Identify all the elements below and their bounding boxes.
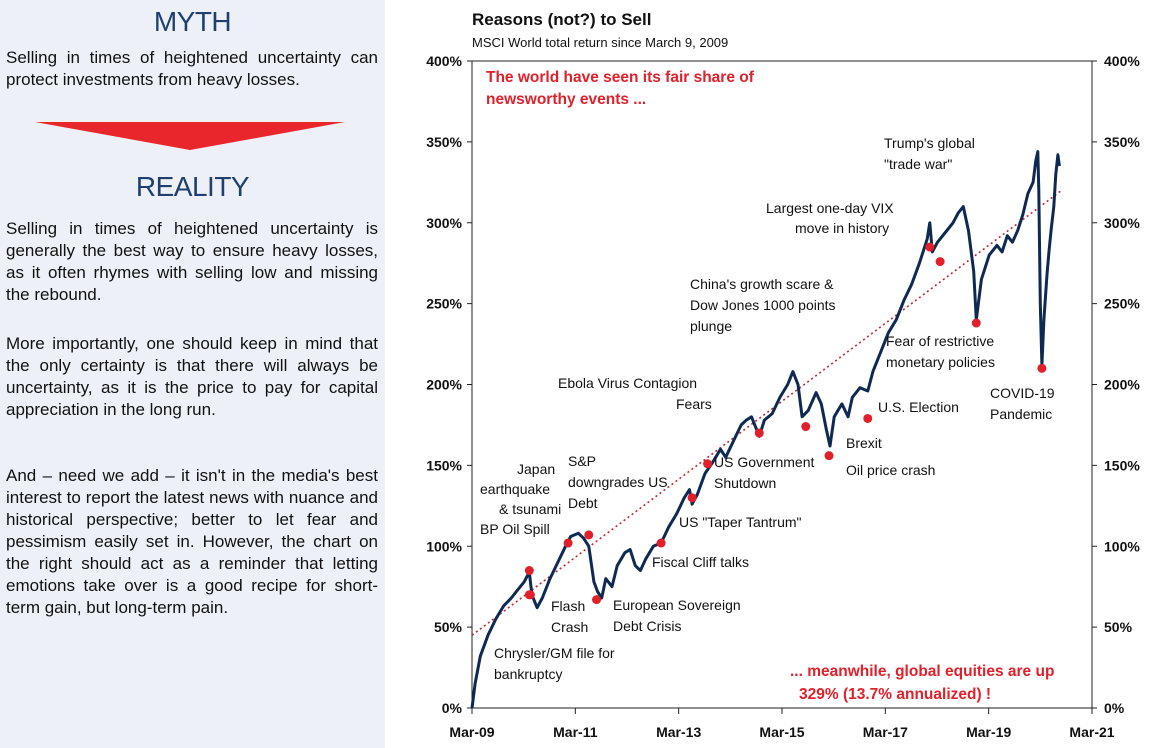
event-dot xyxy=(524,566,534,576)
event-label: Japan earthquake & tsunami BP Oil Spill xyxy=(480,461,561,537)
x-tick-label: Mar-15 xyxy=(759,724,804,740)
event-label: S&P downgrades US Debt xyxy=(568,453,668,511)
event-label: Fear of restrictive monetary policies xyxy=(886,333,995,370)
y-tick-label-right: 100% xyxy=(1104,538,1140,554)
event-label: COVID-19 Pandemic xyxy=(990,385,1055,422)
down-arrow-icon xyxy=(35,122,345,150)
y-tick-label-left: 250% xyxy=(426,296,462,312)
event-dot xyxy=(592,595,602,605)
y-tick-label-right: 50% xyxy=(1104,619,1133,635)
event-dot xyxy=(687,493,697,503)
callout-bottom: ... meanwhile, global equities are up 329… xyxy=(790,663,1054,703)
event-label: European Sovereign Debt Crisis xyxy=(613,597,741,634)
y-tick-label-right: 300% xyxy=(1104,215,1140,231)
event-dot xyxy=(925,242,935,252)
reality-paragraph-3: And – need we add – it isn't in the medi… xyxy=(6,466,378,617)
series-line xyxy=(470,150,1061,709)
myth-title: MYTH xyxy=(153,6,232,37)
y-tick-label-left: 400% xyxy=(426,53,462,69)
event-dot xyxy=(754,428,764,438)
y-tick-label-left: 300% xyxy=(426,215,462,231)
chart-title: Reasons (not?) to Sell xyxy=(472,10,652,29)
callout-top: The world have seen its fair share of new… xyxy=(486,69,755,108)
x-tick-label: Mar-11 xyxy=(553,724,598,740)
y-tick-label-left: 100% xyxy=(426,538,462,554)
reality-paragraph-2: More importantly, one should keep in min… xyxy=(6,334,378,419)
x-tick-label: Mar-09 xyxy=(449,724,494,740)
event-dot xyxy=(801,422,811,432)
event-label: U.S. Election xyxy=(878,399,959,415)
event-label: Brexit Oil price crash xyxy=(846,435,935,478)
event-label: Trump's global "trade war" xyxy=(884,135,975,172)
event-dot xyxy=(703,459,713,469)
event-dot xyxy=(563,538,573,548)
chart-panel xyxy=(398,0,1157,748)
myth-text: Selling in times of heightened uncertain… xyxy=(6,48,378,89)
event-dot xyxy=(656,538,666,548)
trend-line xyxy=(471,189,1062,636)
event-label: Ebola Virus Contagion Fears xyxy=(558,375,712,412)
x-tick-label: Mar-13 xyxy=(656,724,701,740)
y-tick-label-right: 250% xyxy=(1104,296,1140,312)
y-tick-label-right: 0% xyxy=(1104,700,1125,716)
y-tick-label-left: 150% xyxy=(426,457,462,473)
event-dot xyxy=(935,257,945,267)
event-label: Flash Crash xyxy=(551,598,588,635)
event-label: China's growth scare & Dow Jones 1000 poi… xyxy=(690,276,836,334)
reality-paragraph-1: Selling in times of heightened uncertain… xyxy=(6,219,378,304)
event-dot xyxy=(824,451,834,461)
reality-title: REALITY xyxy=(135,171,250,202)
chart-subtitle: MSCI World total return since March 9, 2… xyxy=(472,35,729,50)
y-tick-label-right: 350% xyxy=(1104,134,1140,150)
y-tick-label-left: 0% xyxy=(442,700,463,716)
y-tick-label-right: 400% xyxy=(1104,53,1140,69)
event-label: US Government Shutdown xyxy=(714,454,814,491)
event-dot xyxy=(1037,363,1047,373)
y-tick-label-right: 150% xyxy=(1104,457,1140,473)
x-tick-label: Mar-21 xyxy=(1069,724,1114,740)
event-dot xyxy=(971,318,981,328)
x-tick-label: Mar-17 xyxy=(863,724,908,740)
event-label: Largest one-day VIX move in history xyxy=(766,200,894,236)
event-label: Chrysler/GM file for bankruptcy xyxy=(494,645,615,682)
event-label: Fiscal Cliff talks xyxy=(652,554,749,570)
y-tick-label-left: 350% xyxy=(426,134,462,150)
x-tick-label: Mar-19 xyxy=(966,724,1011,740)
event-dot xyxy=(863,413,873,423)
y-tick-label-left: 50% xyxy=(434,619,463,635)
event-dot xyxy=(525,590,535,600)
y-tick-label-right: 200% xyxy=(1104,377,1140,393)
left-panel: MYTH Selling in times of heightened unce… xyxy=(0,0,385,748)
y-tick-label-left: 200% xyxy=(426,377,462,393)
event-dot xyxy=(584,530,594,540)
event-label: US "Taper Tantrum" xyxy=(679,514,802,530)
